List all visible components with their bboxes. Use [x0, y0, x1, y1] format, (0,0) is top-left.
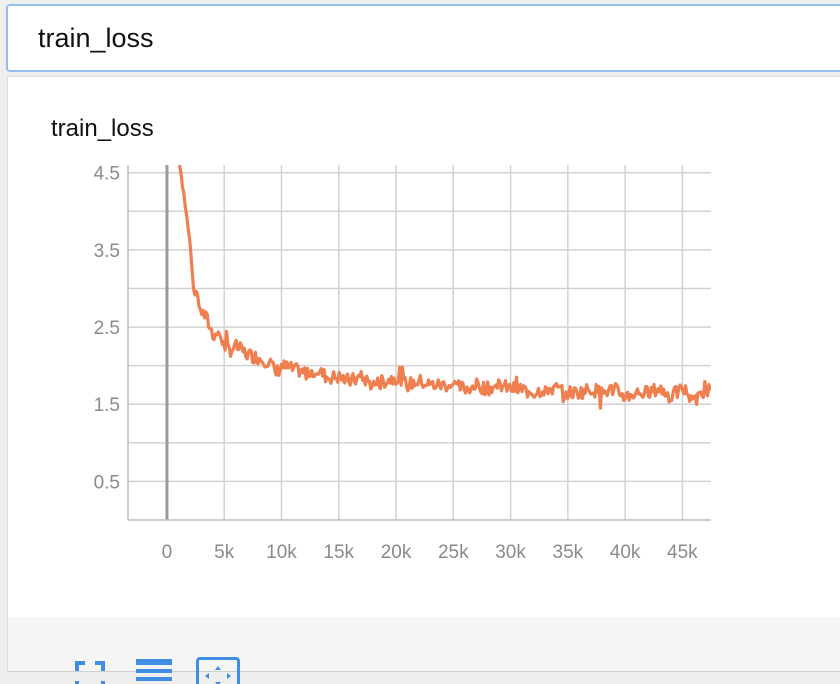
y-tick-label: 4.5 [94, 164, 120, 185]
tick-labels: 0.5 1.5 2.5 3.5 4.5 0 5k 10k 15k 20k 25k 30k 35k 40k 4… [94, 164, 699, 563]
x-tick-label: 25k [438, 542, 469, 563]
x-tick-label: 15k [323, 542, 354, 563]
x-tick-label: 35k [553, 542, 584, 563]
grid [128, 165, 711, 520]
x-tick-label: 45k [667, 542, 698, 563]
x-tick-label: 40k [610, 542, 641, 563]
line-chart[interactable]: 0.5 1.5 2.5 3.5 4.5 0 5k 10k 15k 20k 25k 30k 35k 40k 4… [8, 77, 768, 637]
data-table-button[interactable] [132, 657, 176, 684]
y-tick-label: 0.5 [94, 472, 120, 493]
fit-domain-icon [205, 666, 231, 684]
list-icon [136, 659, 172, 681]
series-layer [178, 165, 711, 410]
x-tick-label: 30k [495, 542, 526, 563]
x-tick-label: 5k [214, 542, 235, 563]
chart-card: train_loss 0.5 1.5 2.5 3.5 4.5 0 5k 10k 15k 20k 25… [7, 76, 840, 684]
y-tick-label: 3.5 [94, 241, 120, 262]
series-line [178, 165, 711, 410]
fit-domain-button[interactable] [196, 657, 240, 684]
y-tick-label: 2.5 [94, 318, 120, 339]
x-tick-label: 20k [381, 542, 412, 563]
fullscreen-icon [75, 661, 105, 684]
search-input[interactable] [38, 6, 840, 70]
chart-title: train_loss [51, 115, 154, 142]
x-tick-label: 10k [266, 542, 297, 563]
search-bar [6, 4, 840, 72]
axes [127, 165, 711, 521]
fullscreen-button[interactable] [68, 657, 112, 684]
y-tick-label: 1.5 [94, 395, 120, 416]
x-tick-label: 0 [162, 542, 173, 563]
